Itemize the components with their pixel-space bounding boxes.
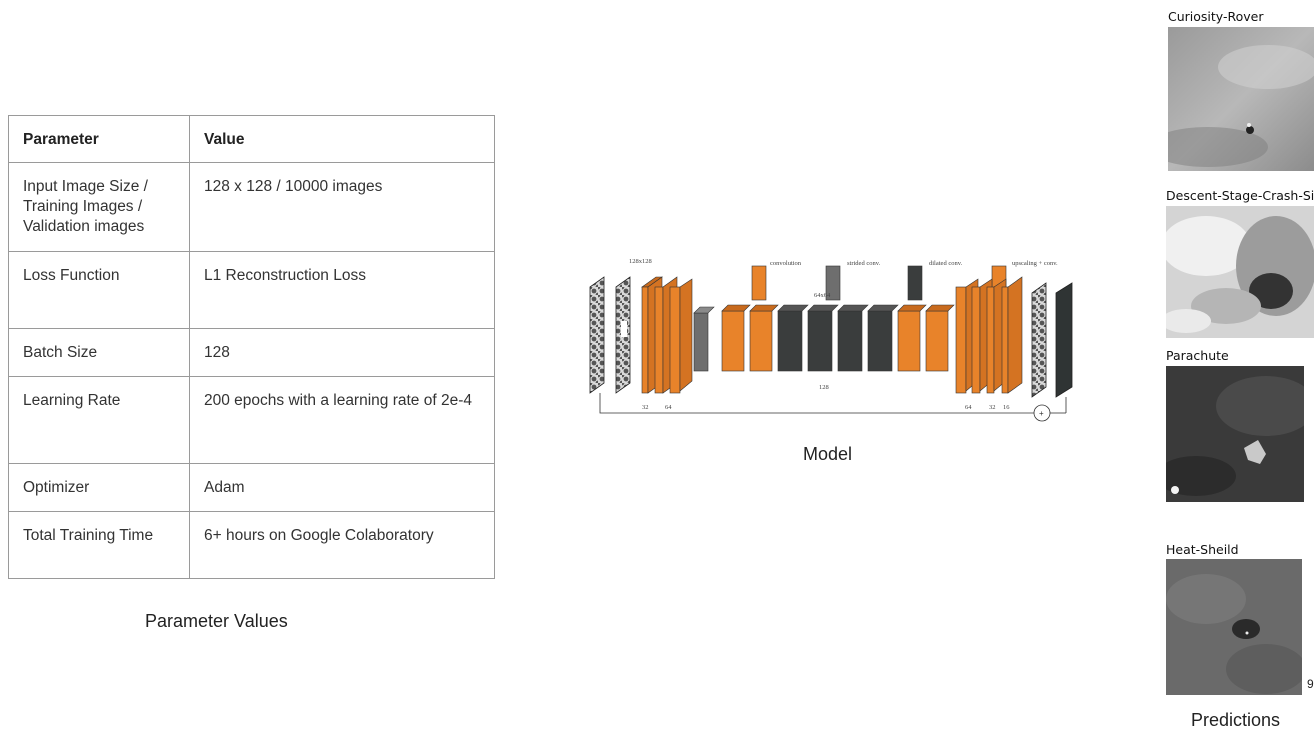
row-param: Input Image Size / Training Images / Val… [8, 162, 190, 252]
model-diagram: convolution strided conv. dilated conv. … [589, 258, 1073, 422]
row-param: Optimizer [8, 463, 190, 512]
upscale-block-side [1007, 276, 1023, 394]
label-ch32-left: 32 [642, 404, 649, 411]
conv-block [897, 310, 921, 372]
input-image-stack [589, 276, 631, 394]
table-caption: Parameter Values [145, 611, 288, 631]
dilated-conv-block [777, 310, 803, 372]
table-header-row: Parameter Value [8, 115, 495, 163]
conv-block [654, 286, 664, 394]
add-node-symbol: + [1039, 409, 1044, 418]
prediction-label-descent-stage: Descent-Stage-Crash-Sit [1166, 188, 1314, 203]
row-value: 200 epochs with a learning rate of 2e-4 [189, 376, 495, 464]
prediction-label-curiosity-rover: Curiosity-Rover [1168, 9, 1264, 24]
header-parameter: Parameter [8, 115, 190, 163]
strided-conv-top [693, 306, 715, 314]
prediction-image-curiosity-rover [1168, 27, 1314, 171]
upscale-block [955, 286, 967, 394]
label-input-size: 128x128 [629, 258, 652, 265]
label-ch64-right: 64 [965, 404, 972, 411]
decoder-blocks [955, 276, 1023, 394]
row-param: Total Training Time [8, 511, 190, 579]
output-image [1055, 282, 1073, 398]
prediction-image-descent-stage [1166, 206, 1314, 338]
encoder-blocks [641, 276, 693, 394]
row-param: Learning Rate [8, 376, 190, 464]
bottleneck-blocks [693, 304, 955, 372]
conv-block [669, 286, 681, 394]
strided-conv-block [693, 312, 709, 372]
dilated-conv-block [807, 310, 833, 372]
dilated-conv-block [837, 310, 863, 372]
legend-convolution: convolution [770, 260, 802, 267]
table-row: Batch Size 128 [8, 328, 495, 377]
prediction-image-parachute [1166, 366, 1304, 502]
label-ch32-right: 32 [989, 404, 996, 411]
prediction-label-heat-shield: Heat-Sheild [1166, 542, 1239, 557]
table-row: Total Training Time 6+ hours on Google C… [8, 511, 495, 579]
row-value: Adam [189, 463, 495, 512]
table-row: Loss Function L1 Reconstruction Loss [8, 251, 495, 329]
conv-block-top [897, 304, 927, 312]
dilated-conv-top [867, 304, 899, 312]
prediction-image [1031, 282, 1047, 398]
upscale-block [1001, 286, 1009, 394]
model-caption: Model [803, 444, 853, 464]
label-ch16-right: 16 [1003, 404, 1010, 411]
upscale-block [986, 286, 995, 394]
legend-swatch-convolution [751, 265, 767, 301]
prediction-image-heat-shield [1166, 559, 1302, 695]
label-mid-size: 64x64 [814, 292, 831, 299]
conv-block-top [721, 304, 751, 312]
table-row: Input Image Size / Training Images / Val… [8, 162, 495, 252]
conv-block [749, 310, 773, 372]
table-row: Optimizer Adam [8, 463, 495, 512]
row-value: 6+ hours on Google Colaboratory [189, 511, 495, 579]
conv-block-top [749, 304, 779, 312]
legend-upscaling: upscaling + conv. [1012, 260, 1058, 267]
skip-line [599, 393, 1034, 414]
mask-hole [621, 321, 627, 337]
label-ch128: 128 [819, 384, 829, 391]
row-value: 128 x 128 / 10000 images [189, 162, 495, 252]
output-image-stack [1031, 282, 1073, 398]
row-param: Loss Function [8, 251, 190, 329]
input-image [589, 276, 605, 394]
row-param: Batch Size [8, 328, 190, 377]
prediction-label-parachute: Parachute [1166, 348, 1229, 363]
parameter-table: Parameter Value Input Image Size / Train… [8, 115, 495, 579]
row-value: L1 Reconstruction Loss [189, 251, 495, 329]
legend-swatch-strided [825, 265, 841, 301]
page-number: 9 [1307, 677, 1314, 691]
dilated-conv-top [807, 304, 839, 312]
header-value: Value [189, 115, 495, 163]
table-row: Learning Rate 200 epochs with a learning… [8, 376, 495, 464]
conv-block-top [925, 304, 955, 312]
upscale-block [971, 286, 981, 394]
dilated-conv-block [867, 310, 893, 372]
dilated-conv-top [837, 304, 869, 312]
legend-strided: strided conv. [847, 260, 881, 267]
conv-block [641, 286, 649, 394]
row-value: 128 [189, 328, 495, 377]
skip-connection: + [599, 393, 1067, 422]
label-ch64-left: 64 [665, 404, 672, 411]
conv-block [721, 310, 745, 372]
dilated-conv-top [777, 304, 809, 312]
conv-block [925, 310, 949, 372]
legend-dilated: dilated conv. [929, 260, 963, 267]
predictions-caption: Predictions [1191, 710, 1281, 730]
legend-swatch-dilated [907, 265, 923, 301]
conv-block-side [679, 278, 693, 392]
